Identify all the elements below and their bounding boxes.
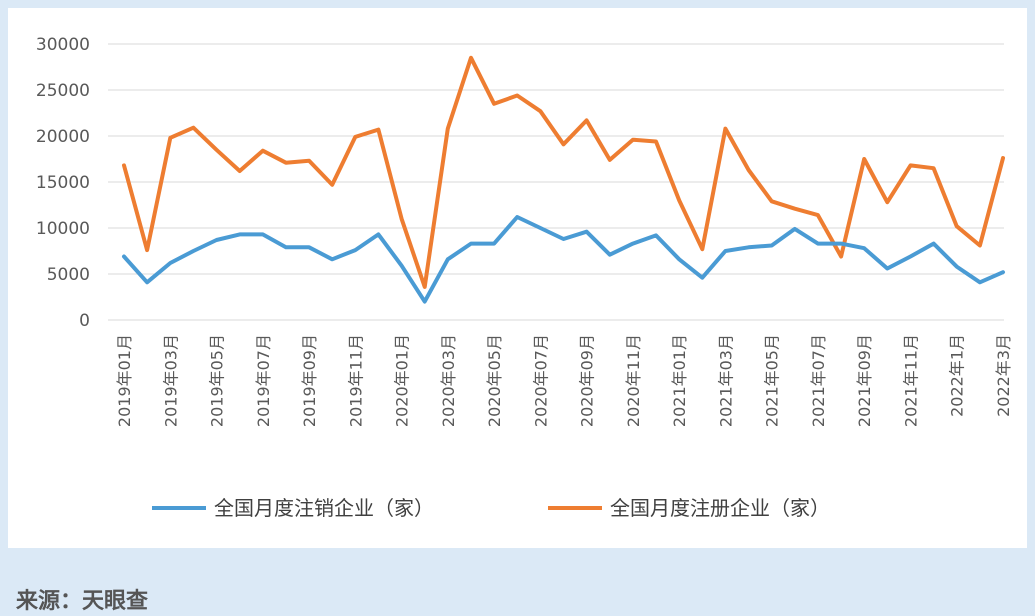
x-tick-label: 2020年09月 — [578, 334, 597, 427]
y-tick-label: 30000 — [36, 35, 90, 55]
x-tick-label: 2019年05月 — [208, 334, 227, 427]
x-tick-label: 2019年03月 — [161, 334, 180, 427]
x-tick-label: 2020年01月 — [393, 334, 412, 427]
x-tick-label: 2021年11月 — [901, 334, 920, 427]
series-line-cancellations — [122, 215, 1005, 304]
legend: 全国月度注销企业（家） 全国月度注册企业（家） — [152, 496, 830, 520]
x-axis: 2019年01月 2019年03月 2019年05月 2019年07月 2019年09月… — [115, 334, 1013, 427]
source-note: 来源：天眼查 — [16, 589, 149, 614]
x-tick-label: 2019年07月 — [254, 334, 273, 427]
x-tick-label: 2020年05月 — [485, 334, 504, 427]
y-axis: 0 5000 10000 15000 20000 25000 30000 — [36, 35, 90, 331]
x-tick-label: 2021年09月 — [855, 334, 874, 427]
series-lines — [122, 55, 1005, 304]
x-tick-label: 2019年01月 — [115, 334, 134, 427]
x-tick-label: 2021年07月 — [809, 334, 828, 427]
grid-lines — [108, 43, 1004, 321]
x-tick-label: 2020年11月 — [624, 334, 643, 427]
x-tick-label: 2021年01月 — [670, 334, 689, 427]
x-tick-label: 2019年09月 — [300, 334, 319, 427]
y-tick-label: 0 — [79, 311, 90, 331]
x-tick-label: 2021年03月 — [716, 334, 735, 427]
series-line-registrations — [122, 55, 1005, 289]
x-tick-label: 2022年1月 — [948, 334, 967, 417]
x-tick-label: 2021年05月 — [763, 334, 782, 427]
y-tick-label: 25000 — [36, 81, 90, 101]
legend-label-registrations: 全国月度注册企业（家） — [610, 496, 830, 520]
y-tick-label: 20000 — [36, 127, 90, 147]
x-tick-label: 2020年03月 — [439, 334, 458, 427]
y-tick-label: 10000 — [36, 219, 90, 239]
legend-label-cancellations: 全国月度注销企业（家） — [214, 496, 434, 520]
y-tick-label: 5000 — [47, 265, 90, 285]
x-tick-label: 2020年07月 — [531, 334, 550, 427]
x-tick-label: 2019年11月 — [346, 334, 365, 427]
y-tick-label: 15000 — [36, 173, 90, 193]
x-tick-label: 2022年3月 — [994, 334, 1013, 417]
